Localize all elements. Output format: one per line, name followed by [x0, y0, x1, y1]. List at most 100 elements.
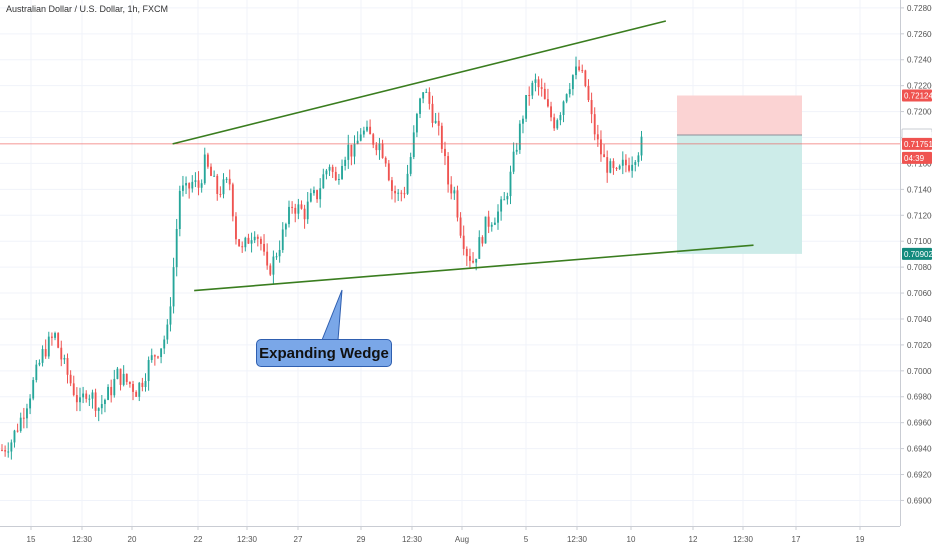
candle-body	[475, 258, 478, 263]
price-badge-label: 0.72124	[904, 92, 932, 101]
candle-body	[412, 132, 415, 158]
candle-body	[565, 94, 568, 102]
candle-body	[100, 404, 103, 409]
candle-body	[288, 206, 290, 225]
time-tick-label: 15	[27, 535, 36, 544]
candle-body	[69, 374, 72, 384]
time-axis[interactable]: 15 12:30 20 22 12:30 27 29 12:30 Aug 5 12:30 10 12 12…	[0, 526, 900, 550]
candle-body	[266, 251, 269, 266]
candle-body	[178, 190, 181, 229]
candle-body	[325, 170, 328, 175]
chart-grid	[0, 0, 900, 526]
candle-body	[29, 398, 32, 409]
candle-body	[88, 398, 91, 400]
candle-body	[369, 126, 372, 135]
candle-body	[160, 348, 163, 358]
candle-body	[631, 164, 634, 171]
candle-body	[337, 178, 340, 180]
candle-body	[428, 91, 431, 104]
time-tick-label: 12:30	[567, 535, 588, 544]
candle-body	[472, 260, 474, 263]
candle-body	[593, 114, 596, 135]
candle-body	[125, 373, 128, 382]
candle-body	[621, 159, 624, 166]
candle-body	[225, 178, 228, 180]
candle-body	[128, 381, 131, 384]
candle-body	[94, 392, 97, 411]
candle-body	[403, 193, 406, 195]
candle-body	[19, 417, 22, 431]
candle-body	[562, 101, 565, 116]
position-zones[interactable]	[677, 95, 802, 254]
candle-body	[113, 378, 116, 396]
candle-body	[213, 175, 216, 177]
candle-body	[350, 144, 353, 157]
candle-body	[219, 193, 222, 195]
candle-body	[26, 408, 28, 419]
candle-body	[157, 356, 159, 358]
candle-body	[175, 228, 178, 268]
candle-body	[313, 190, 315, 194]
candle-body	[322, 174, 325, 189]
candle-body	[235, 216, 237, 240]
candle-body	[107, 386, 110, 400]
candle-body	[575, 66, 577, 76]
candle-body	[550, 106, 552, 118]
price-badge-label: 0.71819	[904, 131, 932, 140]
callout-pointer	[321, 289, 343, 341]
candle-body	[590, 100, 593, 115]
price-badge	[902, 137, 932, 150]
candle-body	[54, 333, 56, 338]
candle-body	[512, 151, 515, 172]
candle-body	[406, 173, 409, 194]
candle-body	[615, 167, 618, 169]
candle-body	[375, 144, 378, 151]
candle-body	[606, 157, 609, 173]
candle-body	[231, 184, 234, 217]
candle-body	[147, 360, 150, 382]
time-tick-label: 12:30	[237, 535, 258, 544]
candle-body	[222, 179, 225, 195]
candle-body	[200, 183, 203, 188]
candle-body	[210, 166, 212, 176]
candle-body	[166, 324, 169, 340]
candle-body	[47, 336, 50, 357]
candle-body	[216, 175, 219, 194]
stop-loss-zone	[677, 95, 802, 136]
candlestick-series	[0, 56, 900, 460]
candle-body	[300, 204, 303, 209]
candle-body	[578, 66, 581, 71]
candle-body	[387, 163, 390, 181]
expanding-wedge-callout[interactable]: Expanding Wedge	[256, 339, 392, 367]
trendlines[interactable]	[172, 20, 754, 292]
candle-body	[75, 395, 78, 403]
candle-body	[144, 381, 147, 387]
candle-body	[297, 204, 300, 214]
candle-body	[278, 249, 281, 257]
candle-body	[72, 383, 75, 396]
candle-body	[319, 188, 322, 200]
candle-body	[38, 362, 41, 365]
candle-body	[150, 355, 153, 361]
candle-body	[13, 430, 16, 443]
candle-body	[568, 89, 571, 95]
candle-body	[309, 193, 312, 202]
candle-body	[465, 248, 468, 257]
candle-body	[381, 143, 384, 158]
candle-body	[437, 120, 440, 126]
upper-wedge-line	[172, 20, 667, 145]
candle-body	[518, 123, 521, 150]
candle-body	[57, 333, 60, 348]
candle-body	[609, 161, 612, 173]
candle-body	[41, 349, 44, 363]
candle-body	[359, 134, 362, 141]
